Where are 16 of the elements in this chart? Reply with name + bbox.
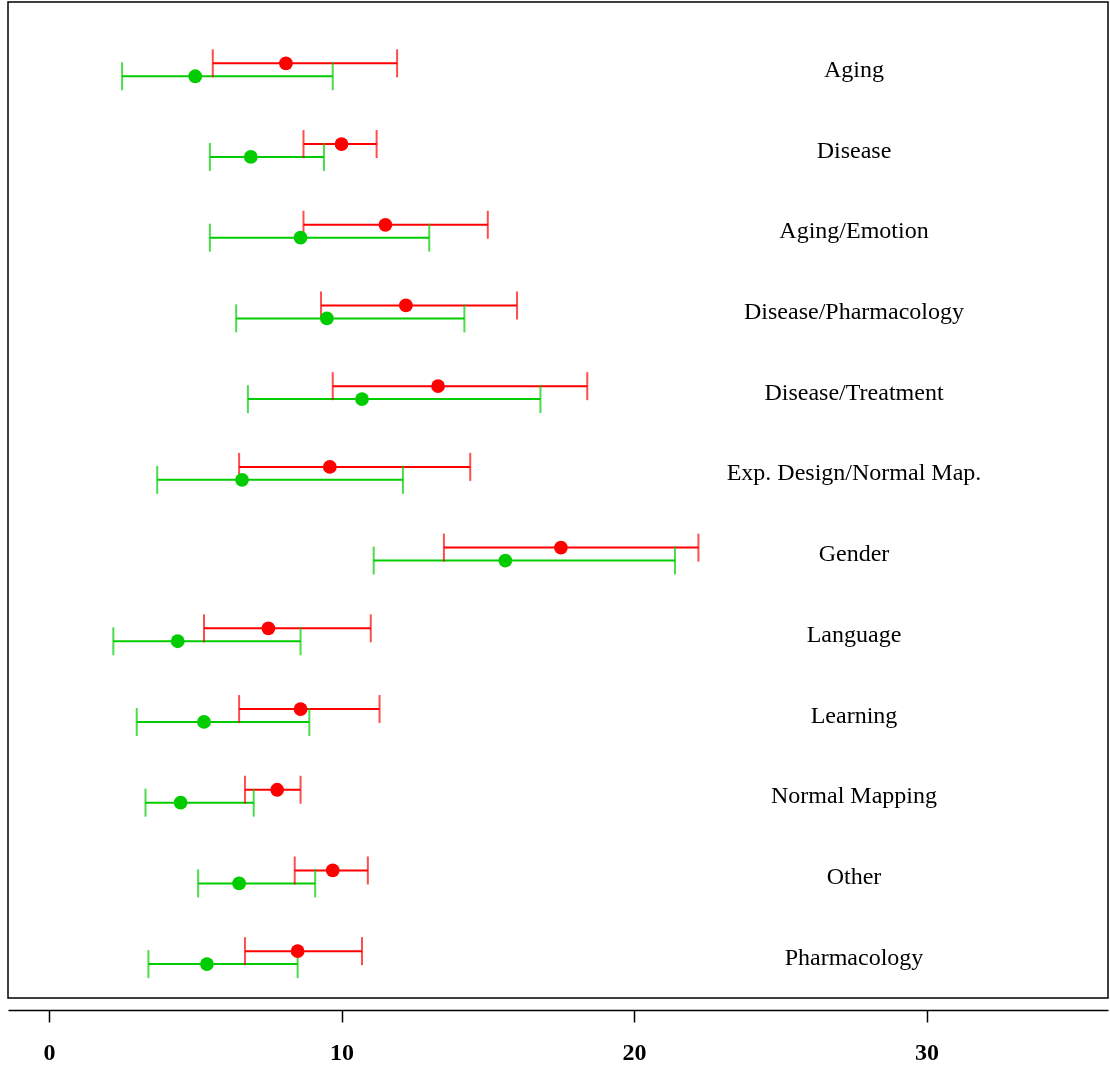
y-tick-label: Disease/Treatment — [764, 378, 944, 405]
y-tick-label: Language — [806, 620, 902, 647]
y-tick-label: Disease — [816, 136, 892, 163]
x-tick-label: 30 — [915, 1038, 940, 1065]
y-tick-label: Aging — [824, 55, 884, 82]
x-tick-label: 0 — [43, 1038, 56, 1065]
y-tick-label: Gender — [818, 540, 890, 567]
y-tick-label: Other — [826, 862, 882, 889]
y-tick-label: Exp. Design/Normal Map. — [726, 459, 982, 486]
y-tick-label: Disease/Pharmacology — [744, 297, 964, 324]
y-tick-label: Learning — [810, 701, 898, 728]
y-tick-label: Normal Mapping — [771, 782, 937, 809]
x-tick-label: 20 — [622, 1038, 647, 1065]
x-tick-label: 10 — [330, 1038, 355, 1065]
y-tick-label: Pharmacology — [784, 943, 924, 970]
y-tick-label: Aging/Emotion — [779, 217, 929, 244]
